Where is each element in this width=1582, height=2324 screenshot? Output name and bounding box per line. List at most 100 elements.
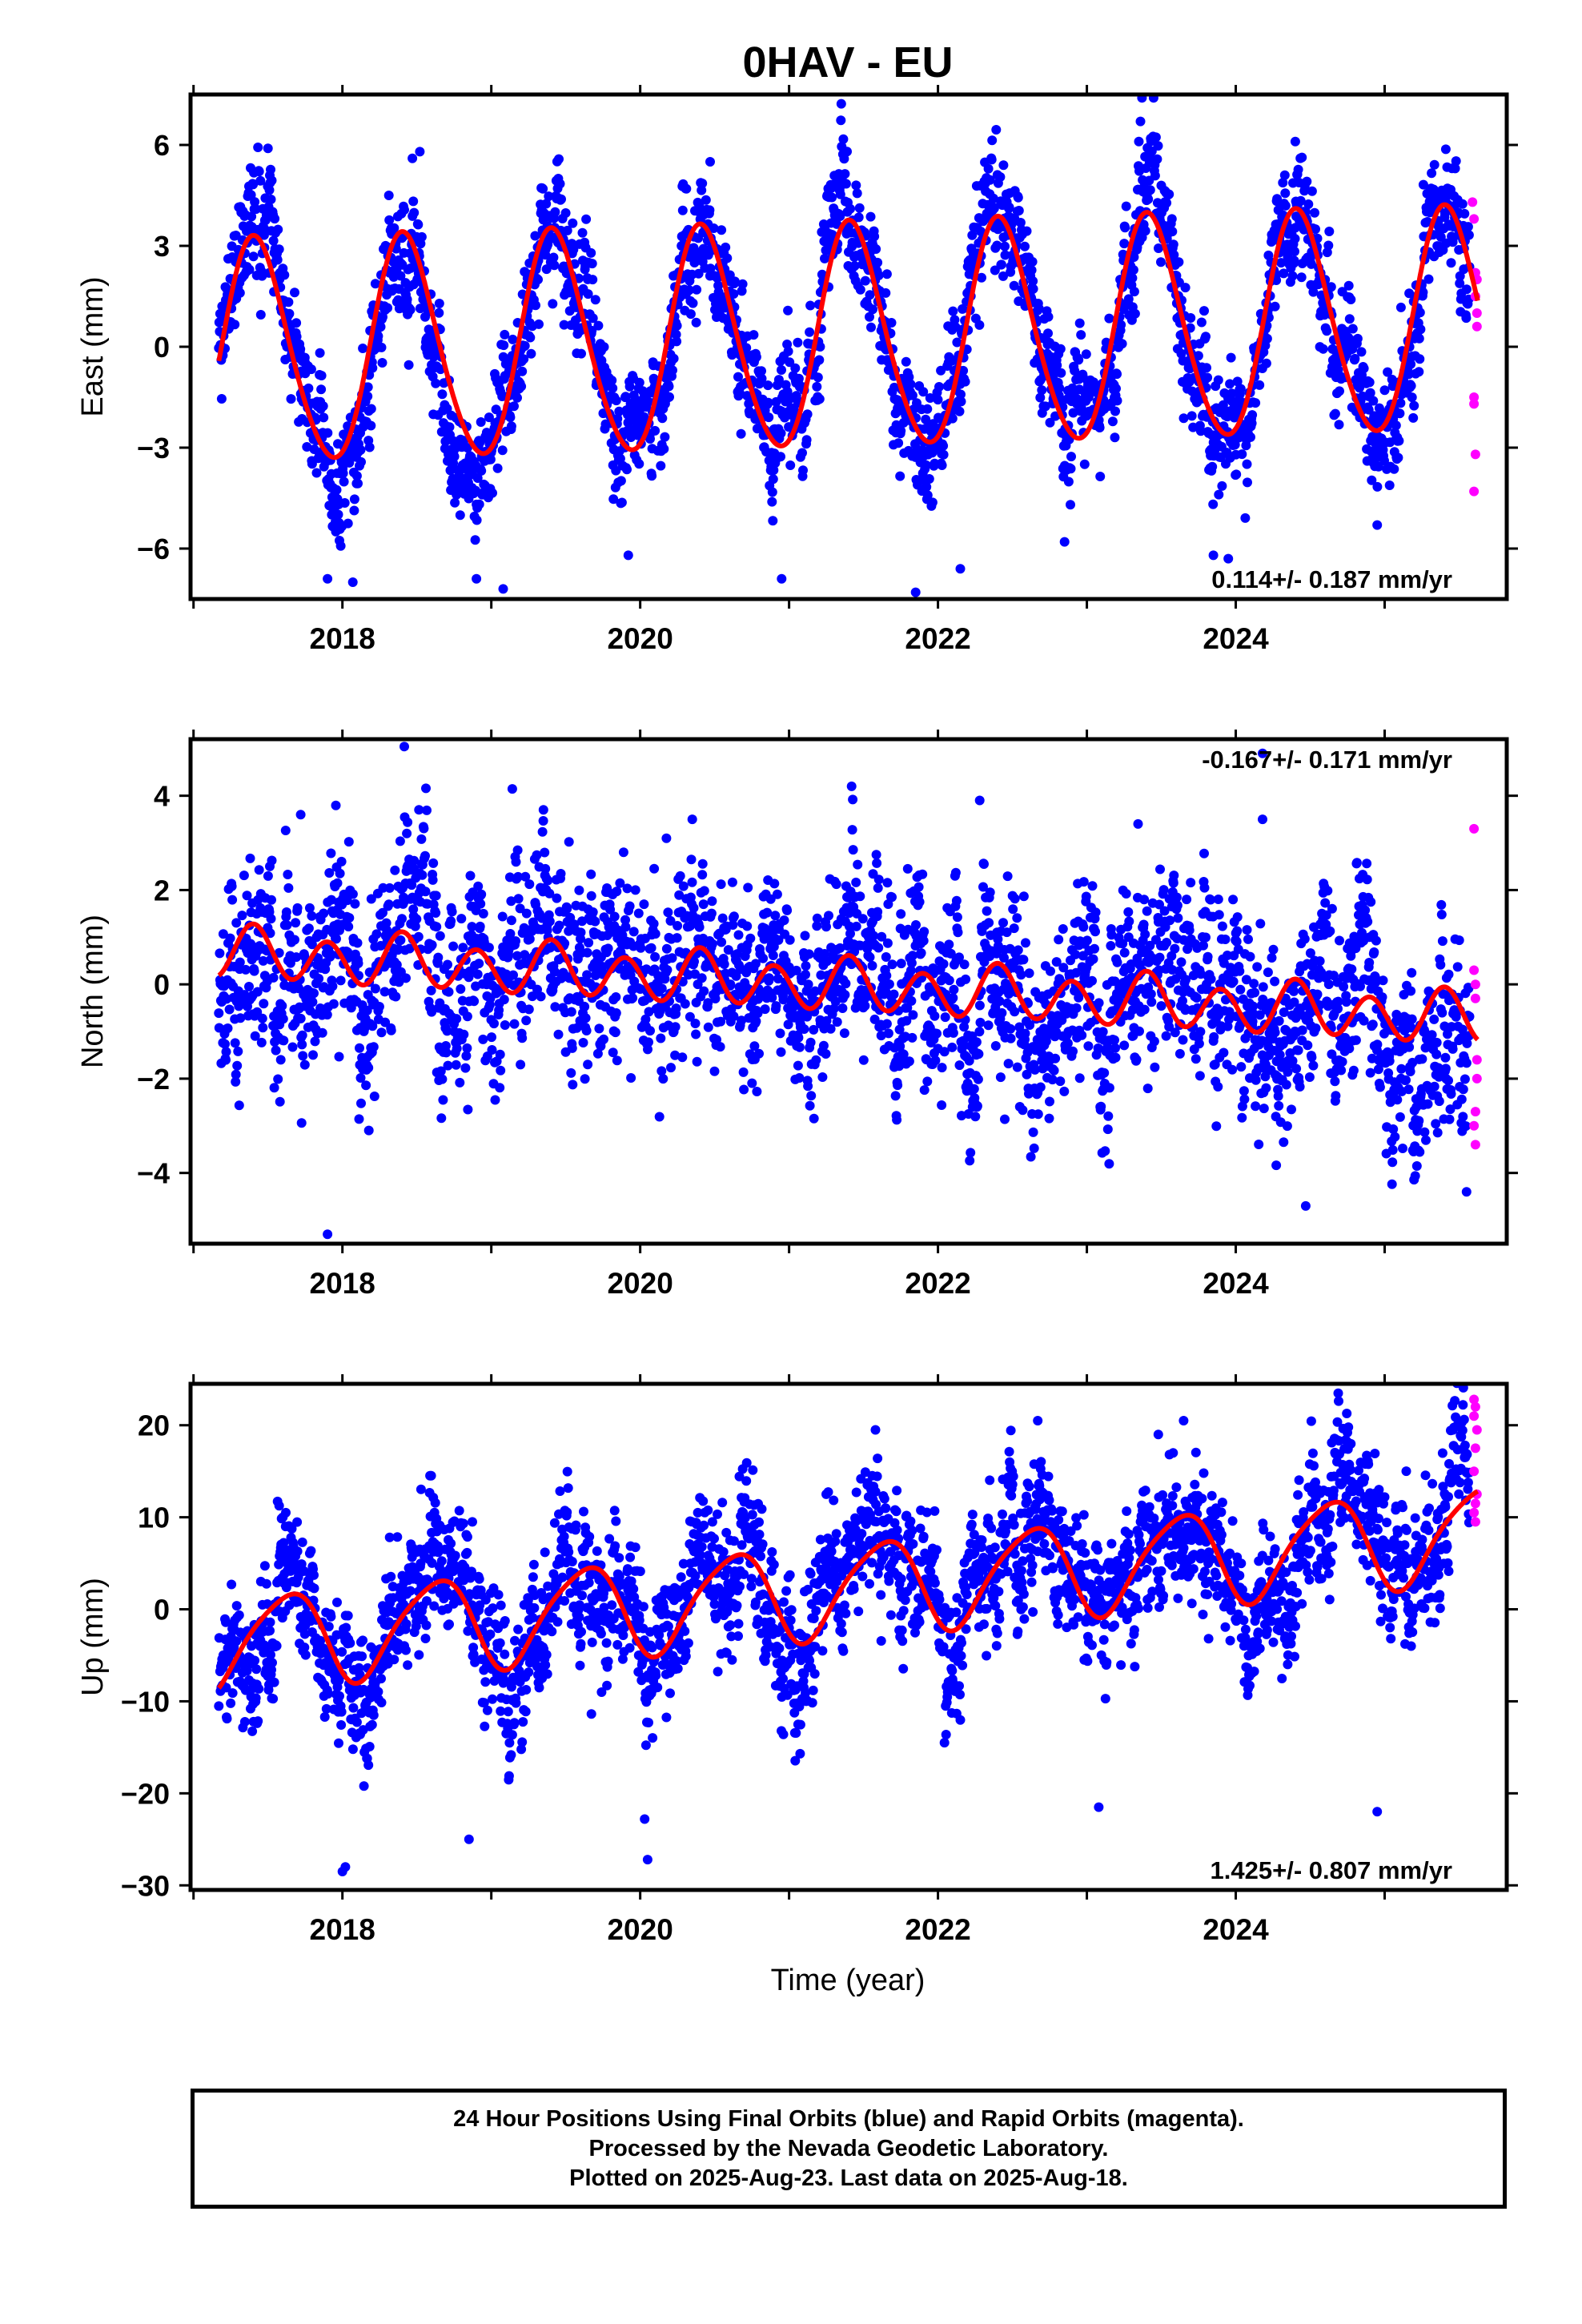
north-final-point [356,1098,366,1108]
north-final-point [947,1042,958,1052]
east-final-point [721,242,731,252]
north-final-point [512,845,523,855]
east-final-point [623,550,633,561]
east-final-point [1063,476,1074,487]
east-final-point [370,279,380,289]
east-final-point [921,460,931,470]
east-final-point [992,240,1002,251]
east-final-point [1068,408,1078,418]
east-final-point [1111,384,1121,394]
east-final-point [814,394,825,404]
north-final-point [622,883,632,894]
east-final-point [767,487,777,497]
east-final-point [1242,459,1252,469]
east-final-point [840,169,850,179]
east-final-point [736,428,746,439]
east-final-point [560,208,571,218]
north-final-point [427,940,437,950]
east-final-point [559,320,569,330]
east-final-point [273,224,283,235]
north-final-point [650,929,661,939]
east-final-point [1243,477,1252,488]
east-final-point [729,289,739,299]
east-final-point [568,244,579,255]
north-final-point [1055,1076,1066,1087]
east-final-point [764,412,774,423]
east-final-point [958,365,969,376]
east-final-point [611,465,621,476]
north-final-point [1049,1065,1059,1076]
east-final-point [1110,406,1120,416]
north-final-point [1012,1062,1022,1072]
north-final-point [325,949,335,959]
north-final-point [1045,1096,1054,1107]
north-final-point [292,903,303,913]
north-final-point [1024,968,1034,979]
east-final-point [684,285,694,296]
north-final-point [1074,1073,1085,1084]
north-final-point [576,927,586,938]
east-final-point [347,577,358,587]
east-final-point [608,494,619,505]
east-final-point [279,270,290,280]
east-final-point [553,174,564,183]
east-final-point [1079,459,1090,469]
north-final-point [1035,1082,1046,1092]
north-final-point [343,922,354,932]
east-final-point [1180,283,1191,293]
east-final-point [323,428,333,438]
north-final-point [839,1028,849,1039]
east-final-point [1395,302,1406,312]
north-final-point [799,1024,809,1034]
north-final-point [361,1080,371,1091]
north-final-point [322,1010,332,1020]
east-final-point [1226,352,1236,363]
north-final-point [307,997,318,1007]
east-final-point [783,346,793,356]
east-final-point [405,304,416,315]
east-final-point [316,371,327,380]
east-final-point [1129,287,1139,297]
east-final-point [272,255,283,265]
east-final-point [1384,480,1395,490]
north-final-point [580,1013,591,1023]
east-final-point [1129,252,1139,262]
north-final-point [391,991,401,1002]
east-final-point [339,476,349,487]
north-final-point [738,1067,749,1077]
east-final-point [1110,432,1120,443]
north-final-point [223,1023,233,1033]
east-final-point [1306,259,1316,269]
north-final-point [707,939,717,949]
north-final-point [240,964,251,975]
east-final-point [1343,280,1354,291]
east-final-point [1214,489,1224,500]
east-final-point [311,468,322,478]
east-final-point [873,270,884,280]
north-final-point [985,887,995,898]
north-final-point [435,931,445,941]
north-final-point [821,1049,831,1059]
east-final-point [1145,185,1155,195]
north-final-point [656,1033,666,1043]
north-final-point [906,995,917,1006]
east-final-point [954,406,965,416]
east-final-point [922,404,933,414]
east-final-point [845,203,855,214]
east-final-point [1279,268,1289,279]
east-final-point [1154,243,1163,253]
east-final-point [1231,469,1242,480]
east-final-point [815,342,825,352]
east-final-point [1347,324,1358,334]
east-final-point [866,322,876,332]
east-final-point [1240,513,1251,523]
east-final-point [1461,313,1472,324]
north-final-point [581,1026,592,1035]
east-rapid-point [1469,214,1480,224]
north-final-point [568,1080,578,1090]
east-final-point [335,541,346,551]
north-final-point [215,948,225,959]
north-final-point [599,1034,608,1044]
east-final-point [930,458,940,468]
north-final-point [1020,1028,1030,1039]
